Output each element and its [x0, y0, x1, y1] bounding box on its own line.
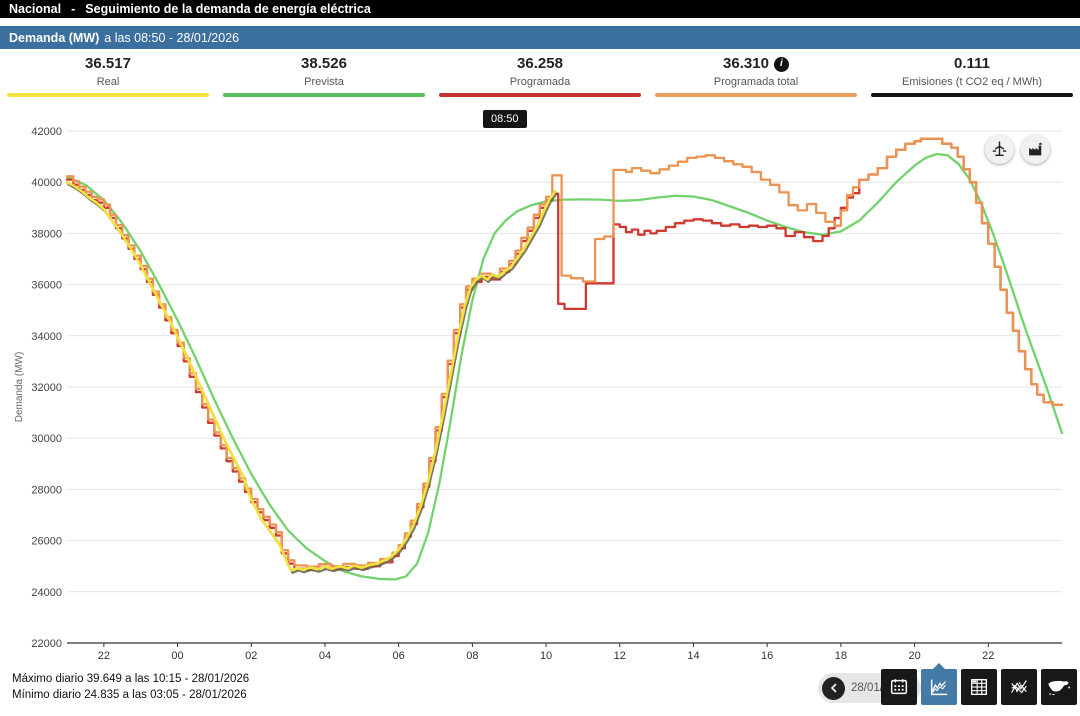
demand-header-time: a las 08:50 - 28/01/2026 [104, 30, 240, 45]
chevron-left-icon [830, 683, 836, 693]
app-title-bar: Nacional - Seguimiento de la demanda de … [0, 0, 1080, 18]
legend-label: Programada total [713, 76, 799, 88]
legend-color-bar [7, 93, 209, 97]
svg-text:36000: 36000 [31, 280, 62, 292]
svg-text:42000: 42000 [31, 126, 62, 138]
legend-item-emisiones[interactable]: 0.111 Emisiones (t CO2 eq / MWh) [864, 54, 1080, 97]
legend-color-bar [871, 93, 1073, 97]
spain-map-icon [1048, 680, 1071, 696]
svg-text:06: 06 [393, 650, 405, 662]
svg-text:22: 22 [982, 650, 994, 662]
legend-item-prevista[interactable]: 38.526 Prevista [216, 54, 432, 97]
legend-item-programada[interactable]: 36.258 Programada [432, 54, 648, 97]
view-toolbar [881, 663, 1077, 705]
legend-label: Emisiones (t CO2 eq / MWh) [902, 76, 1042, 88]
svg-text:16: 16 [761, 650, 773, 662]
svg-text:12: 12 [614, 650, 626, 662]
factory-icon [1029, 142, 1042, 156]
svg-text:38000: 38000 [31, 228, 62, 240]
data-table-button[interactable] [961, 669, 997, 705]
daily-max: Máximo diario 39.649 a las 10:15 - 28/01… [12, 673, 250, 685]
svg-text:30000: 30000 [31, 433, 62, 445]
svg-text:00: 00 [171, 650, 183, 662]
svg-text:14: 14 [687, 650, 699, 662]
legend-value: 0.111 [954, 55, 990, 72]
previous-day-button[interactable] [822, 676, 845, 700]
legend-value: 38.526 [301, 55, 347, 72]
svg-text:Demanda (MW): Demanda (MW) [14, 352, 25, 423]
legend: 36.517 Real 38.526 Prevista 36.258 Progr… [0, 54, 1080, 97]
legend-value: 36.310 i [723, 54, 789, 74]
legend-label: Programada [509, 76, 571, 88]
wind-turbine-icon [992, 141, 1007, 157]
svg-text:08: 08 [466, 650, 478, 662]
svg-text:02: 02 [245, 650, 257, 662]
legend-value: 36.258 [517, 55, 563, 72]
title-separator: - [71, 2, 76, 16]
legend-color-bar [655, 93, 857, 97]
mosaic-button[interactable] [1001, 669, 1037, 705]
factory-button[interactable] [1021, 135, 1050, 164]
calendar-button[interactable] [881, 669, 917, 705]
demand-header-bar: Demanda (MW) a las 08:50 - 28/01/2026 [0, 26, 1080, 49]
svg-text:04: 04 [319, 650, 331, 662]
svg-text:10: 10 [540, 650, 552, 662]
legend-color-bar [223, 93, 425, 97]
wind-turbine-button[interactable] [985, 135, 1014, 164]
svg-text:40000: 40000 [31, 177, 62, 189]
page-title: Seguimiento de la demanda de energía elé… [85, 2, 371, 16]
data-table-icon [970, 678, 988, 696]
svg-text:34000: 34000 [31, 331, 62, 343]
spain-map-button[interactable] [1041, 669, 1077, 705]
svg-text:26000: 26000 [31, 536, 62, 548]
region-label: Nacional [9, 2, 62, 16]
svg-text:18: 18 [835, 650, 847, 662]
svg-text:20: 20 [908, 650, 920, 662]
line-chart-icon [930, 679, 948, 696]
legend-value-text: 36.310 [723, 55, 769, 72]
legend-item-real[interactable]: 36.517 Real [0, 54, 216, 97]
line-chart-button[interactable] [921, 669, 957, 705]
svg-text:22000: 22000 [31, 638, 62, 650]
legend-value: 36.517 [85, 55, 131, 72]
demand-header-label: Demanda (MW) [9, 30, 100, 45]
svg-text:28000: 28000 [31, 484, 62, 496]
legend-label: Real [96, 76, 120, 88]
svg-text:32000: 32000 [31, 382, 62, 394]
time-tooltip: 08:50 [483, 110, 527, 128]
daily-stats: Máximo diario 39.649 a las 10:15 - 28/01… [12, 671, 249, 703]
svg-text:22: 22 [98, 650, 110, 662]
active-tab-caret [933, 663, 945, 669]
svg-text:24000: 24000 [31, 587, 62, 599]
legend-item-programada-total[interactable]: 36.310 i Programada total [648, 54, 864, 97]
mosaic-icon [1011, 680, 1027, 694]
daily-min: Mínimo diario 24.835 a las 03:05 - 28/01… [12, 689, 247, 701]
legend-label: Prevista [304, 76, 344, 88]
info-icon[interactable]: i [773, 56, 789, 72]
legend-color-bar [439, 93, 641, 97]
calendar-icon [890, 679, 908, 695]
